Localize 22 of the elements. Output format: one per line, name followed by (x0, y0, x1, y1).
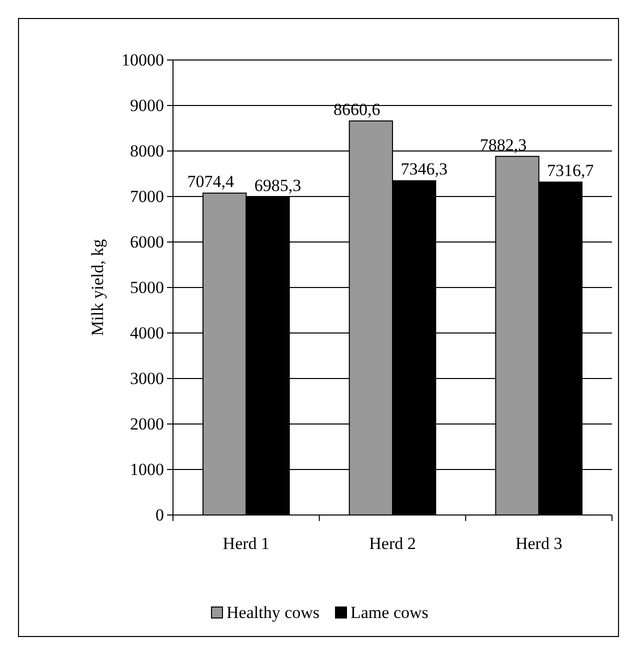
y-tick-label: 0 (156, 505, 164, 524)
y-tick-label: 9000 (130, 96, 164, 115)
y-tick-label: 3000 (130, 368, 164, 388)
y-tick-label: 6000 (130, 232, 164, 252)
data-label: 7882,3 (480, 135, 527, 154)
y-tick-label: 10000 (122, 50, 164, 70)
x-tick-label: Herd 2 (369, 534, 416, 554)
data-label: 7346,3 (400, 160, 448, 179)
y-tick-label: 2000 (130, 414, 164, 434)
y-tick-label: 8000 (130, 141, 164, 160)
data-label: 7074,4 (187, 172, 234, 192)
y-tick-label: 5000 (130, 278, 164, 297)
y-axis-title: Milk yield, kg (88, 238, 107, 336)
data-label: 7316,7 (547, 161, 594, 180)
legend-label: Lame cows (350, 603, 428, 622)
y-tick-label: 4000 (130, 323, 164, 342)
data-label: 6985,3 (254, 176, 302, 196)
y-tick-label: 1000 (130, 460, 164, 479)
x-tick-label: Herd 3 (515, 534, 562, 554)
legend-label: Healthy cows (226, 603, 320, 622)
y-tick-label: 7000 (130, 186, 164, 206)
x-tick-label: Herd 1 (222, 534, 270, 554)
